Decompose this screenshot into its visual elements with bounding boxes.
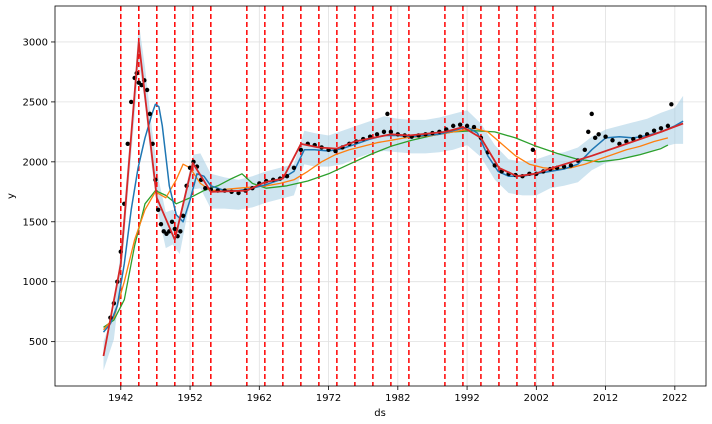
y-axis-label: y: [6, 193, 17, 199]
observed-point: [291, 165, 297, 171]
observed-point: [631, 136, 636, 142]
observed-point: [457, 122, 463, 127]
observed-point: [298, 147, 304, 153]
observed-point: [665, 123, 671, 129]
observed-point: [596, 132, 601, 137]
observed-point: [658, 126, 664, 131]
observed-point: [669, 102, 674, 107]
observed-point: [586, 129, 591, 135]
observed-point: [381, 129, 387, 135]
observed-point: [617, 141, 622, 147]
observed-point: [592, 135, 598, 141]
x-tick-label: 1962: [247, 393, 272, 404]
x-tick-label: 1972: [316, 393, 341, 404]
trend-line: [102, 41, 684, 357]
x-tick-label: 1982: [385, 393, 410, 404]
y-tick-label: 1000: [23, 277, 48, 288]
y-tick-label: 2000: [23, 157, 48, 168]
observed-point: [471, 124, 477, 130]
x-tick-label: 1942: [108, 393, 133, 404]
y-tick-label: 3000: [23, 37, 48, 48]
observed-point: [180, 213, 186, 218]
observed-point: [139, 82, 144, 88]
observed-point: [158, 221, 164, 227]
model-3-line: [103, 130, 669, 328]
x-tick-label: 2022: [662, 393, 687, 404]
observed-point: [169, 219, 175, 224]
observed-point: [385, 111, 390, 117]
plot-data: [102, 6, 684, 386]
observed-point: [203, 186, 208, 191]
x-tick-label: 2002: [524, 393, 549, 404]
observed-point: [284, 174, 290, 179]
observed-point: [374, 132, 380, 137]
observed-point: [638, 134, 643, 139]
observed-point: [125, 141, 130, 147]
x-tick-label: 1952: [177, 393, 202, 404]
x-tick-label: 2012: [593, 393, 618, 404]
x-axis-label: ds: [374, 408, 386, 419]
grid: [55, 6, 706, 386]
y-tick-label: 500: [29, 337, 48, 348]
observed-point: [624, 139, 629, 144]
observed-point: [451, 123, 456, 129]
observed-point: [464, 123, 470, 129]
observed-point: [568, 163, 574, 168]
observed-point: [388, 129, 394, 135]
observed-point: [128, 99, 134, 105]
observed-point: [603, 134, 608, 139]
y-tick-label: 1500: [23, 217, 48, 228]
observed-point: [530, 147, 536, 153]
observed-point: [589, 111, 594, 117]
observed-point: [644, 132, 650, 137]
axes: 1942 1952 1962 1972 1982 1992 2002 2012 2022 500 1…: [23, 37, 688, 404]
plot-frame: [54, 5, 707, 387]
observed-point: [333, 148, 338, 154]
observed-point: [178, 229, 183, 234]
observed-point: [144, 87, 150, 93]
observed-point: [610, 138, 615, 143]
observed-point: [172, 226, 178, 232]
y-tick-label: 2500: [23, 97, 48, 108]
observed-point: [147, 111, 153, 117]
observed-point: [236, 190, 241, 196]
observed-point: [155, 207, 161, 212]
uncertainty-band: [103, 22, 684, 371]
observed-point: [651, 128, 657, 133]
x-tick-label: 1992: [454, 393, 479, 404]
observed-point: [582, 147, 588, 153]
